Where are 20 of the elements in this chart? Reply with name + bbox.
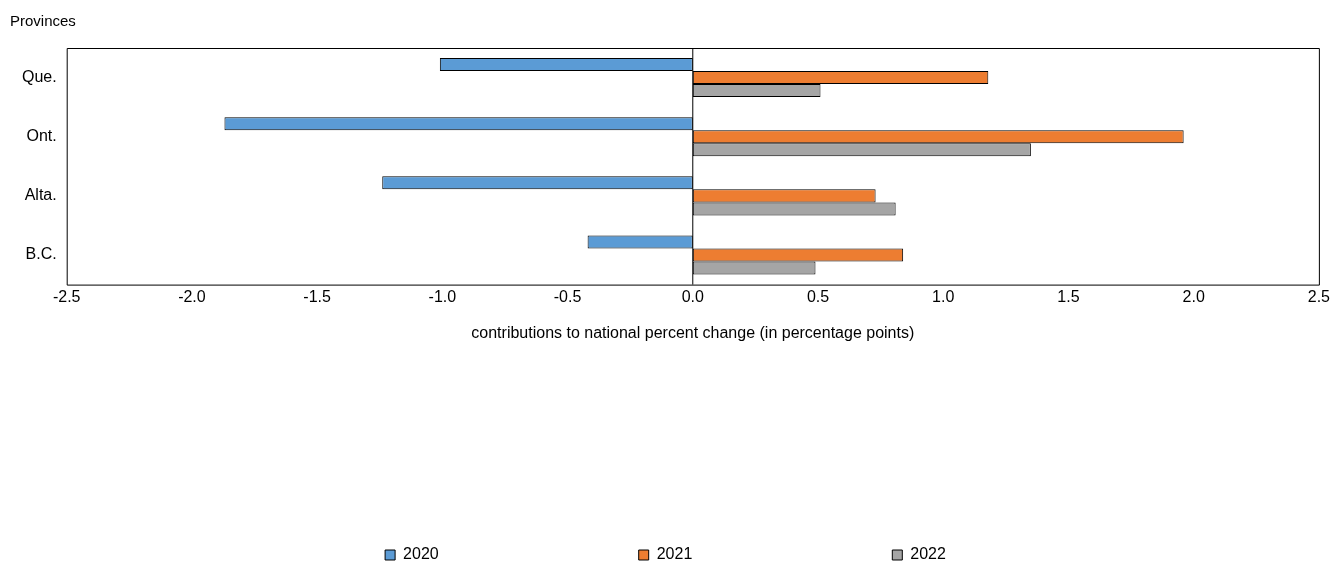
x-tick-label: 1.0	[932, 287, 955, 305]
y-tick-label: B.C.	[25, 245, 57, 263]
y-tick-label: Alta.	[24, 186, 57, 204]
x-tick-label: -0.5	[553, 287, 582, 305]
y-axis-title: Provinces	[10, 12, 76, 30]
x-axis-title: contributions to national percent change (in percentage points)	[471, 323, 915, 341]
y-tick-label: Que.	[22, 67, 57, 85]
legend-label: 2021	[656, 545, 693, 563]
x-tick-label: -2.0	[178, 287, 206, 305]
x-tick-label: 0.5	[806, 287, 830, 305]
x-tick-label: 1.5	[1057, 287, 1080, 305]
x-tick-label: 2.5	[1307, 287, 1331, 305]
x-tick-label: -1.0	[428, 287, 457, 305]
x-tick-label: -1.5	[303, 287, 332, 305]
x-tick-label: 2.0	[1182, 287, 1205, 305]
legend-label: 2022	[910, 545, 946, 563]
x-tick-label: 0.0	[681, 287, 704, 305]
y-tick-label: Ont.	[26, 127, 57, 145]
x-tick-label: -2.5	[52, 287, 81, 305]
legend-label: 2020	[403, 545, 439, 563]
